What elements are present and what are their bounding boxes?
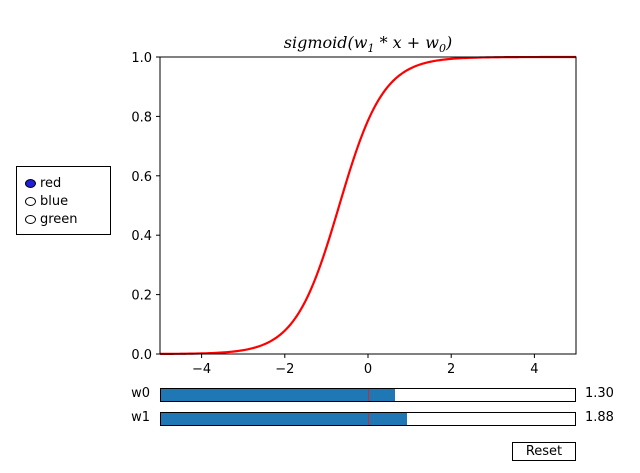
y-tick-label: 0.6 [131, 170, 152, 185]
radio-label: blue [40, 193, 69, 209]
radio-label: red [40, 175, 62, 191]
w1-slider-label: w1 [131, 410, 150, 425]
plot-frame [159, 56, 577, 355]
x-tick-label: −4 [192, 362, 211, 377]
w0-slider-value: 1.30 [585, 386, 614, 401]
radio-button-icon[interactable] [25, 178, 36, 188]
y-tick-label: 0.0 [131, 348, 152, 363]
w0-slider[interactable] [160, 388, 576, 402]
y-tick-label: 0.8 [131, 110, 152, 125]
w1-slider-fill [161, 413, 407, 425]
w0-slider-fill [161, 389, 395, 401]
plot-axes: −4 −2 0 2 4 0.0 0.2 0.4 0.6 0.8 1.0 [131, 51, 577, 377]
w1-slider[interactable] [160, 412, 576, 426]
w0-slider-label: w0 [131, 386, 150, 401]
y-tick-label: 0.2 [131, 289, 152, 304]
radio-option-blue[interactable]: blue [25, 192, 68, 210]
x-tick-label: 2 [447, 362, 455, 377]
radio-button-icon[interactable] [25, 196, 36, 206]
radio-label: green [40, 211, 78, 227]
radio-button-icon[interactable] [25, 214, 36, 224]
radio-option-green[interactable]: green [25, 210, 78, 228]
radio-option-red[interactable]: red [25, 174, 61, 192]
color-radio-group: red blue green [16, 166, 111, 235]
x-tick-label: 0 [364, 362, 372, 377]
chart-title: sigmoid(w1 * x + w0) [284, 33, 452, 55]
x-tick-label: −2 [275, 362, 294, 377]
y-tick-label: 0.4 [131, 229, 152, 244]
w1-slider-init-marker [368, 413, 369, 425]
w1-slider-value: 1.88 [585, 410, 614, 425]
reset-button[interactable]: Reset [512, 442, 576, 461]
w0-slider-init-marker [368, 389, 369, 401]
y-tick-label: 1.0 [131, 51, 152, 66]
series-line-0 [159, 55, 576, 356]
x-tick-label: 4 [530, 362, 538, 377]
